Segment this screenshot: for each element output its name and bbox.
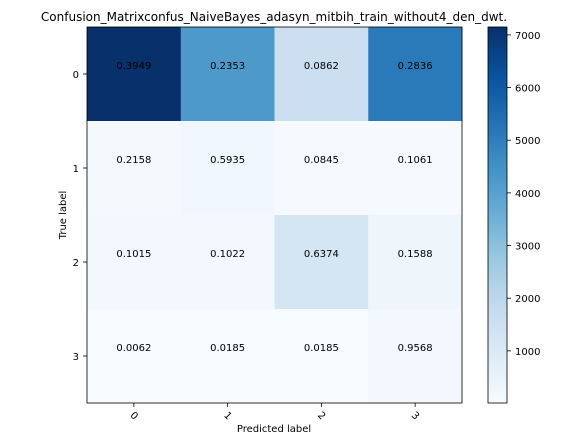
x-tick-label-3: 3 (409, 410, 421, 422)
plot-frame (86, 26, 463, 404)
cell-label-3-0: 0.0062 (116, 343, 151, 354)
cell-label-3-1: 0.0185 (210, 343, 245, 354)
cell-label-0-3: 0.2836 (398, 61, 433, 72)
cell-label-1-1: 0.5935 (210, 155, 245, 166)
heatmap-cell-3-2 (274, 309, 369, 404)
cell-label-1-2: 0.0845 (304, 155, 339, 166)
cell-label-0-2: 0.0862 (304, 61, 339, 72)
colorbar-tick-label-2: 3000 (515, 242, 540, 253)
heatmap-cell-0-3 (368, 27, 463, 122)
colorbar-ticks: 1000 2000 3000 4000 5000 6000 7000 (507, 31, 540, 358)
heatmap-cell-1-3 (368, 121, 463, 216)
colorbar (487, 26, 508, 404)
y-axis-ticks: 0 1 2 3 (73, 70, 87, 363)
y-tick-label-2: 2 (73, 258, 79, 269)
x-axis-ticks: 0 1 2 3 (127, 403, 421, 422)
cell-label-2-1: 0.1022 (210, 249, 245, 260)
colorbar-tick-label-1: 2000 (515, 294, 540, 305)
colorbar-tick-label-4: 5000 (515, 136, 540, 147)
heatmap-cell-2-2 (274, 215, 369, 310)
cell-label-2-3: 0.1588 (398, 249, 433, 260)
x-axis-label: Predicted label (237, 424, 311, 432)
heatmap-cell-1-2 (274, 121, 369, 216)
heatmap-cell-3-0 (87, 309, 182, 404)
heatmap-cell-0-2 (274, 27, 369, 122)
x-tick-label-0: 0 (127, 410, 139, 422)
cell-label-2-0: 0.1015 (116, 249, 151, 260)
cell-label-3-2: 0.0185 (304, 343, 339, 354)
y-tick-label-3: 3 (73, 352, 79, 363)
y-tick-label-0: 0 (73, 70, 79, 81)
heatmap-cells: 0.3949 0.2353 0.0862 0.2836 0.2158 0.5935 0.08… (87, 27, 463, 404)
heatmap-cell-2-0 (87, 215, 182, 310)
heatmap-cell-3-1 (180, 309, 275, 404)
heatmap-cell-2-3 (368, 215, 463, 310)
heatmap-cell-3-3 (368, 309, 463, 404)
heatmap-cell-1-1 (180, 121, 275, 216)
cell-label-3-3: 0.9568 (398, 343, 433, 354)
y-tick-label-1: 1 (73, 164, 79, 175)
heatmap-cell-0-0 (87, 27, 182, 122)
colorbar-tick-label-3: 4000 (515, 189, 540, 200)
y-axis-label: True label (58, 191, 69, 241)
x-tick-label-2: 2 (315, 410, 327, 422)
colorbar-tick-label-5: 6000 (515, 84, 540, 95)
cell-label-0-0: 0.3949 (116, 61, 151, 72)
colorbar-tick-label-0: 1000 (515, 347, 540, 358)
x-tick-label-1: 1 (221, 410, 233, 422)
cell-label-2-2: 0.6374 (304, 249, 339, 260)
cell-label-1-3: 0.1061 (398, 155, 433, 166)
heatmap-cell-1-0 (87, 121, 182, 216)
heatmap-cell-0-1 (180, 27, 275, 122)
chart-title: Confusion_Matrixconfus_NaiveBayes_adasyn… (41, 10, 507, 24)
heatmap-cell-2-1 (180, 215, 275, 310)
cell-label-1-0: 0.2158 (116, 155, 151, 166)
cell-label-0-1: 0.2353 (210, 61, 245, 72)
colorbar-tick-label-6: 7000 (515, 31, 540, 42)
